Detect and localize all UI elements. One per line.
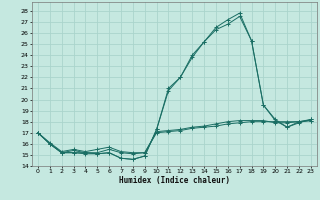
X-axis label: Humidex (Indice chaleur): Humidex (Indice chaleur) [119,176,230,185]
